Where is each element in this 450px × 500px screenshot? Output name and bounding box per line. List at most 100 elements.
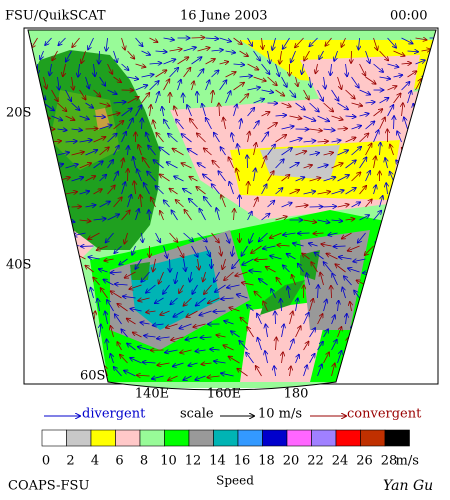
wind-arrow xyxy=(302,63,304,74)
wind-arrow xyxy=(373,211,382,221)
wind-arrow xyxy=(324,262,332,273)
wind-arrow xyxy=(142,118,143,130)
wind-arrow xyxy=(224,321,234,325)
wind-arrow xyxy=(142,232,143,242)
wind-arrow xyxy=(183,47,196,52)
wind-arrow xyxy=(135,258,142,269)
wind-arrow xyxy=(253,50,261,61)
wind-arrow xyxy=(153,258,156,272)
wind-arrow xyxy=(215,284,226,292)
wind-arrow xyxy=(99,175,107,182)
wind-arrow xyxy=(257,314,262,325)
speed-tick-label: 6 xyxy=(115,454,123,469)
wind-arrow xyxy=(146,133,150,143)
wind-arrow xyxy=(229,182,234,195)
wind-arrow xyxy=(113,121,124,130)
date: 16 June 2003 xyxy=(180,9,268,24)
wind-arrow xyxy=(214,361,226,363)
wind-arrow xyxy=(281,299,282,312)
wind-arrow xyxy=(359,114,369,116)
wind-arrow xyxy=(373,130,379,143)
wind-arrow xyxy=(345,116,356,117)
wind-arrow xyxy=(146,284,156,293)
speed-tick-label: 18 xyxy=(258,454,275,469)
wind-arrow xyxy=(303,313,309,325)
wind-arrow xyxy=(220,245,222,256)
wind-arrow xyxy=(261,156,267,169)
wind-arrow xyxy=(153,324,164,325)
wind-arrow xyxy=(247,327,254,338)
wind-arrow xyxy=(99,201,110,208)
wind-arrow xyxy=(170,258,171,272)
wind-arrow xyxy=(219,103,220,117)
wind-arrow xyxy=(106,232,114,242)
wind-arrow xyxy=(309,178,321,182)
wind-arrow xyxy=(79,115,89,119)
wind-arrow xyxy=(179,284,184,293)
wind-arrow xyxy=(309,299,314,312)
wind-arrow xyxy=(93,277,100,286)
wind-arrow xyxy=(225,72,236,78)
speed-tick-label: 10 xyxy=(160,454,177,469)
wind-arrow xyxy=(237,369,248,377)
wind-arrow xyxy=(107,113,120,117)
wind-arrow xyxy=(79,89,86,100)
wind-arrow xyxy=(386,183,387,195)
wind-arrow xyxy=(291,50,296,62)
wind-arrow xyxy=(236,168,240,182)
wind-arrow xyxy=(127,50,135,59)
wind-arrow xyxy=(234,209,235,221)
wind-arrow xyxy=(212,161,220,169)
convergent-label: convergent xyxy=(347,407,422,422)
wind-arrow xyxy=(393,75,403,77)
wind-arrow xyxy=(66,50,72,62)
wind-arrow xyxy=(263,301,268,312)
wind-arrow xyxy=(203,271,206,281)
scale-value: 10 m/s xyxy=(258,407,302,422)
wind-arrow xyxy=(351,202,361,208)
wind-arrow xyxy=(231,331,240,338)
wind-arrow xyxy=(143,362,156,363)
wind-arrow xyxy=(247,305,254,312)
wind-arrow xyxy=(203,174,212,182)
wind-arrow xyxy=(281,148,292,156)
wind-arrow xyxy=(303,342,309,351)
wind-arrow xyxy=(105,311,108,325)
wind-arrow xyxy=(283,37,290,49)
color-swatch xyxy=(41,429,67,447)
wind-arrow xyxy=(261,214,270,221)
wind-arrow xyxy=(153,120,156,130)
wind-arrow xyxy=(187,149,198,156)
wind-arrow xyxy=(88,37,94,50)
wind-arrow xyxy=(110,326,114,338)
wind-arrow xyxy=(173,362,184,366)
wind-arrow xyxy=(272,37,276,50)
wind-arrow xyxy=(157,337,170,339)
footer-left: COAPS-FSU xyxy=(8,479,89,494)
wind-arrow xyxy=(401,63,412,64)
wind-arrow xyxy=(197,69,204,78)
wind-arrow xyxy=(345,89,355,99)
wind-arrow xyxy=(254,291,262,299)
wind-arrow xyxy=(261,184,267,195)
wind-arrow xyxy=(63,63,66,76)
wind-arrow xyxy=(168,134,178,143)
wind-arrow xyxy=(233,83,245,91)
wind-arrow xyxy=(337,150,349,156)
wind-arrow xyxy=(144,183,150,195)
wind-arrow xyxy=(113,50,118,62)
wind-arrow xyxy=(180,350,192,353)
wind-arrow xyxy=(290,366,291,377)
wind-arrow xyxy=(197,163,206,169)
wind-arrow xyxy=(253,76,266,81)
wind-arrow xyxy=(79,163,92,169)
wind-arrow xyxy=(359,133,369,143)
wind-arrow xyxy=(397,131,402,143)
wind-arrow xyxy=(233,37,242,44)
wind-arrow xyxy=(65,141,77,142)
wind-arrow xyxy=(43,76,47,89)
wind-arrow xyxy=(328,233,338,235)
wind-arrow xyxy=(93,161,103,169)
wind-arrow xyxy=(111,291,122,299)
